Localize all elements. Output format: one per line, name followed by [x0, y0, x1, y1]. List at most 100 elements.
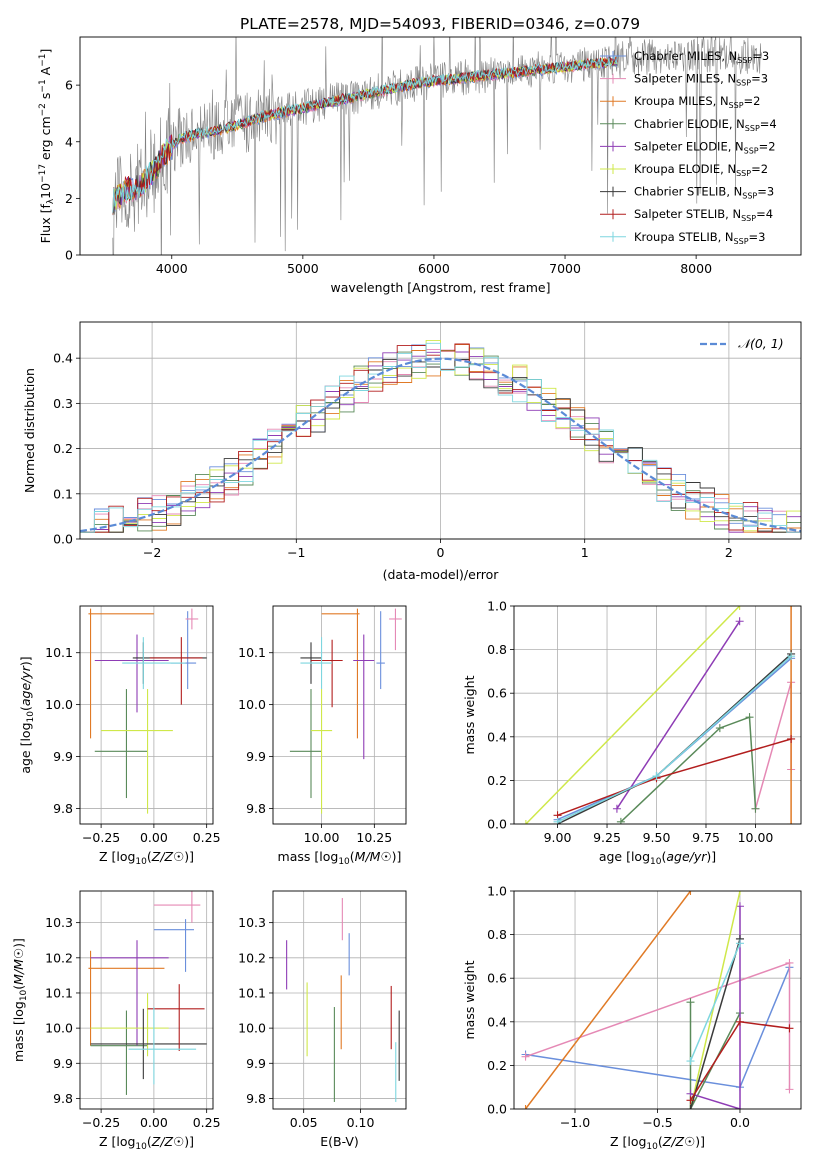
legend: Chabrier MILES, NSSP=3 Salpeter MILES, NS…	[600, 49, 777, 246]
errorbar-salpeter-stelib	[149, 637, 203, 705]
series-kroupa-miles	[521, 891, 695, 1109]
y-tick-label: 0.2	[487, 773, 507, 788]
x-tick-label: −0.25	[82, 830, 120, 845]
histogram-kroupa-miles	[80, 344, 801, 533]
errorbar-kroupa-stelib	[122, 637, 186, 690]
errorbar-salpeter-miles	[153, 891, 201, 923]
observed-spectrum	[112, 37, 762, 255]
x-axis-label: Z [log10(Z/Z☉)]	[99, 849, 194, 867]
errorbar-salpeter-elodie	[94, 634, 169, 713]
x-tick-label: −0.5	[642, 1115, 672, 1130]
legend-label-salpeter-stelib: Salpeter STELIB, NSSP=4	[634, 207, 773, 223]
errorbar-chabrier-elodie	[289, 689, 322, 799]
plot-area	[521, 606, 796, 824]
panels: 4000 5000 6000 7000 8000 0 2 4 6 wavelength [Angs…	[11, 36, 802, 1152]
panel-mass-vs-ebv: 0.05 0.10 9.8 9.9 10.0 10.1 10.2 10.3 E(B-V)	[238, 890, 407, 1149]
y-tick-label: 0.1	[53, 486, 73, 501]
legend-label-chabrier-elodie: Chabrier ELODIE, NSSP=4	[634, 117, 777, 133]
errorbar-salpeter-stelib	[147, 984, 205, 1051]
errorbar-salpeter-elodie	[353, 634, 375, 760]
plot-area	[289, 608, 402, 814]
y-tick-label: 0.6	[487, 686, 507, 701]
x-tick-label: −1	[287, 545, 305, 560]
plot-area	[80, 339, 801, 533]
y-axis-label: mass weight	[462, 960, 477, 1039]
series-point	[785, 1024, 794, 1033]
series-point	[745, 713, 754, 722]
legend-label-kroupa-stelib: Kroupa STELIB, NSSP=3	[634, 230, 765, 246]
errorbar-kroupa-elodie	[90, 992, 169, 1057]
errorbar-kroupa-miles	[88, 608, 154, 739]
x-tick-label: 1	[581, 545, 589, 560]
series-line	[616, 620, 741, 810]
x-tick-label: 6000	[418, 261, 450, 276]
series-point	[751, 804, 760, 813]
series-line	[689, 891, 741, 1109]
errorbar-salpeter-miles	[389, 608, 402, 651]
series-chabrier-elodie	[616, 713, 760, 824]
x-tick-label: 4000	[156, 261, 188, 276]
series-point	[787, 820, 796, 824]
series-line	[689, 1002, 741, 1109]
series-point	[612, 804, 621, 813]
panel-spectrum: 4000 5000 6000 7000 8000 0 2 4 6 wavelength [Angs…	[38, 36, 802, 295]
series-salpeter-miles	[751, 678, 796, 813]
y-tick-label: 0.4	[487, 1014, 507, 1029]
series-kroupa-stelib	[553, 652, 796, 824]
plot-area	[286, 898, 400, 1102]
y-tick-label: 10.0	[238, 697, 266, 712]
x-tick-label: 0.00	[140, 1115, 168, 1130]
series-line	[754, 682, 792, 809]
x-tick-label: 0.25	[193, 1115, 221, 1130]
errorbar-kroupa-miles	[321, 608, 360, 739]
y-tick-label: 0	[65, 248, 73, 263]
y-tick-label: 9.8	[53, 1091, 73, 1106]
x-tick-label: 5000	[287, 261, 319, 276]
x-axis-label: Z [log10(Z/Z☉)]	[610, 1134, 705, 1152]
series-line	[557, 653, 792, 824]
x-tick-label: 0.05	[290, 1115, 318, 1130]
series-line	[690, 906, 741, 1109]
series-point	[735, 902, 744, 911]
y-tick-label: 10.1	[238, 645, 266, 660]
series-point	[785, 958, 794, 967]
grid	[273, 891, 406, 1109]
series-point	[652, 772, 661, 781]
y-tick-label: 0.2	[53, 441, 73, 456]
errorbar-salpeter-stelib	[311, 639, 343, 708]
errorbar-kroupa-elodie	[101, 689, 173, 814]
series-point	[686, 891, 695, 895]
series-salpeter-elodie	[686, 902, 744, 1109]
y-tick-label: 10.3	[45, 915, 73, 930]
x-tick-label: 2	[725, 545, 733, 560]
series-line	[525, 606, 741, 824]
series-kroupa-miles	[787, 606, 796, 824]
series-line	[689, 943, 741, 1062]
errorbar-kroupa-miles	[88, 950, 165, 1046]
x-tick-label: 9.75	[692, 830, 720, 845]
axes-frame	[79, 321, 802, 540]
y-axis-label: Normed distribution	[22, 368, 37, 493]
series-line	[557, 655, 792, 823]
errorbar-kroupa-stelib	[128, 1007, 197, 1085]
axes-frame	[79, 36, 802, 256]
series-point	[735, 606, 744, 610]
errorbar-kroupa-stelib	[300, 637, 333, 690]
series-salpeter-stelib	[686, 1017, 794, 1105]
x-tick-label: 10.00	[304, 830, 340, 845]
series-point	[715, 724, 724, 733]
y-tick-label: 10.1	[45, 645, 73, 660]
y-tick-label: 0.8	[487, 642, 507, 657]
y-axis-label: mass weight	[462, 675, 477, 754]
series-point	[785, 1085, 794, 1094]
errorbar-chabrier-stelib	[90, 1008, 207, 1080]
series-chabrier-stelib	[553, 649, 796, 824]
legend-label-salpeter-miles: Salpeter MILES, NSSP=3	[634, 72, 768, 88]
y-tick-label: 10.1	[45, 985, 73, 1000]
x-tick-label: 0.10	[347, 1115, 375, 1130]
model-spectrum-kroupa-stelib	[112, 55, 618, 213]
axes-frame	[513, 605, 802, 825]
x-tick-label: −0.25	[82, 1115, 120, 1130]
series-point	[735, 617, 744, 626]
series-point	[521, 820, 530, 824]
